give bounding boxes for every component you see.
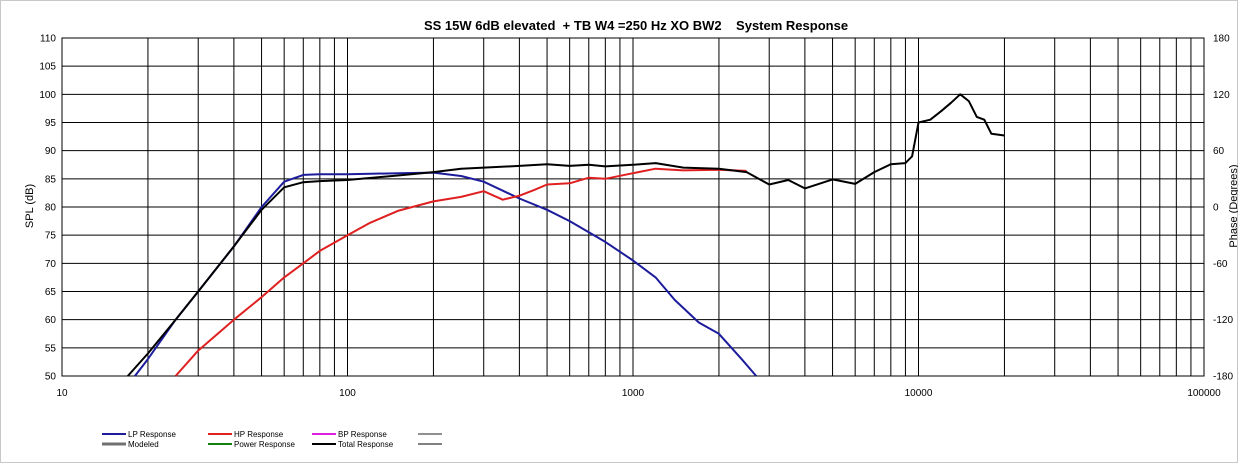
x-tick-label: 10000 <box>905 388 933 399</box>
y-tick-label: 105 <box>39 62 56 73</box>
legend: LP Response HP Response BP Response Modeled… <box>102 430 442 449</box>
legend-label: HP Response <box>234 430 284 439</box>
y-tick-label: 75 <box>45 231 57 242</box>
y-tick-label: 65 <box>45 287 57 298</box>
y-tick-label: 60 <box>45 315 57 326</box>
series-lines <box>127 93 1005 377</box>
y2-tick-label: 0 <box>1213 203 1219 214</box>
legend-label: LP Response <box>128 430 176 439</box>
y-tick-label: 55 <box>45 343 57 354</box>
legend-label: BP Response <box>338 430 387 439</box>
x-tick-label: 10 <box>56 388 68 399</box>
legend-label: Total Response <box>338 440 394 449</box>
y-axis-label: SPL (dB) <box>24 184 36 228</box>
x-tick-label: 1000 <box>622 388 645 399</box>
legend-label: Power Response <box>234 440 295 449</box>
y-tick-label: 90 <box>45 146 57 157</box>
x-tick-label: 100000 <box>1187 388 1221 399</box>
hp-response-line <box>174 167 747 377</box>
y2-tick-label: 120 <box>1213 90 1230 101</box>
y2-tick-label: -180 <box>1213 372 1233 383</box>
y2-tick-label: 60 <box>1213 146 1225 157</box>
y2-tick-label: -120 <box>1213 315 1233 326</box>
y-tick-label: 85 <box>45 174 57 185</box>
tick-labels: 50556065707580859095100105110-180-120-60… <box>39 34 1233 400</box>
lp-response-line <box>134 171 757 377</box>
chart-title: SS 15W 6dB elevated + TB W4 =250 Hz XO B… <box>424 18 848 33</box>
x-tick-label: 100 <box>339 388 356 399</box>
grid-lines <box>61 37 1205 377</box>
y-tick-label: 80 <box>45 203 57 214</box>
y-tick-label: 110 <box>40 34 56 45</box>
y2-axis-label: Phase (Degrees) <box>1228 164 1238 247</box>
y-tick-label: 100 <box>39 90 56 101</box>
y2-tick-label: -60 <box>1213 259 1228 270</box>
legend-label: Modeled <box>128 440 159 449</box>
y-tick-label: 70 <box>45 259 57 270</box>
y2-tick-label: 180 <box>1213 34 1230 45</box>
y-tick-label: 95 <box>45 118 57 129</box>
total-response-line <box>127 93 1005 377</box>
y-tick-label: 50 <box>45 372 57 383</box>
